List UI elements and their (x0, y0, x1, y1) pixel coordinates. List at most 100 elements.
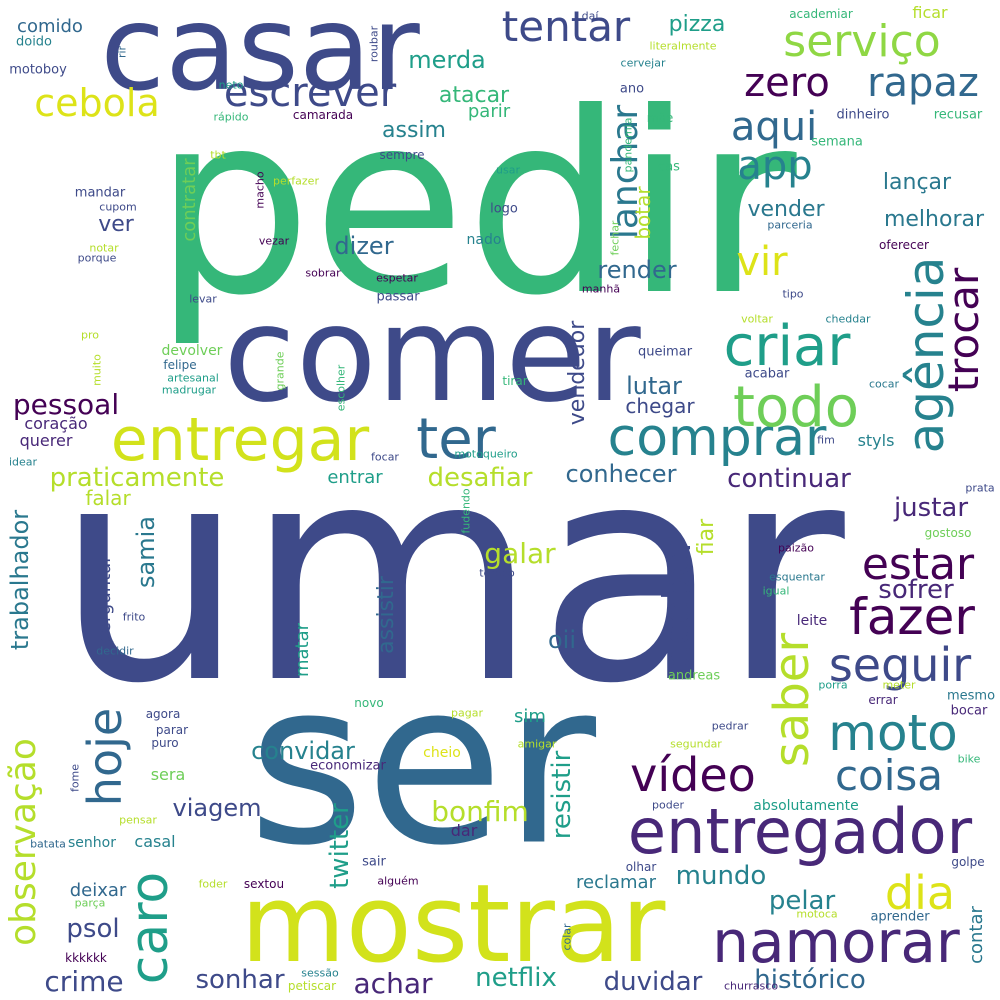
word: academiar (789, 7, 853, 21)
word: bocar (950, 703, 988, 719)
word: sessão (301, 966, 339, 980)
word: economizar (310, 758, 386, 774)
word: umar (55, 400, 845, 749)
word: tempo (479, 566, 515, 580)
word: petiscar (287, 979, 337, 993)
word: melhorar (883, 207, 985, 232)
word: app (737, 143, 813, 189)
word: casal (134, 832, 176, 851)
word: entregar (110, 405, 370, 475)
word: tirar (502, 374, 528, 388)
word: decidir (96, 644, 134, 658)
word: prata (965, 481, 995, 495)
word: segundar (670, 737, 722, 751)
word: sonhar (195, 965, 285, 995)
word: queimar (637, 344, 693, 360)
word: novo (354, 696, 384, 710)
word: madrugar (161, 383, 217, 397)
word: zero (744, 60, 830, 106)
word: motoboy (9, 62, 67, 78)
word: moto (828, 704, 958, 762)
word: escrever (223, 70, 397, 116)
word: aqui (730, 104, 818, 150)
word: dinheiro (836, 107, 890, 123)
word: idear (8, 455, 38, 469)
word: mundo (675, 861, 767, 891)
word: levar (189, 292, 217, 306)
word: sempre (379, 148, 425, 162)
word: caro (120, 871, 180, 985)
word: trocar (939, 267, 988, 393)
word: cheio (423, 745, 461, 761)
word: pedrar (711, 719, 749, 733)
word: falar (85, 486, 131, 510)
word: gostoso (924, 526, 972, 540)
word: absolutamente (753, 798, 859, 814)
word: foder (198, 877, 228, 891)
word: chegar (625, 394, 695, 418)
word: kkkkkk (65, 951, 107, 965)
word: literalmente (649, 39, 717, 53)
word: resistir (547, 750, 577, 840)
word: entregador (627, 795, 973, 868)
word: cervejar (620, 56, 666, 70)
word: pedir (153, 59, 797, 350)
word: psol (66, 914, 120, 944)
word: mãe (646, 111, 674, 125)
word: mesmo (946, 688, 996, 704)
word: semana (811, 134, 863, 150)
word: reclamar (576, 872, 656, 893)
word: alguém (377, 874, 419, 888)
word: parça (74, 896, 106, 910)
word: sair (362, 854, 386, 870)
word: paizão (777, 541, 815, 555)
word: porque (77, 251, 117, 265)
word: fiar (694, 518, 719, 556)
word: doido (15, 34, 53, 50)
word: sofrer (878, 575, 954, 605)
word: poder (652, 798, 684, 812)
word: styls (857, 431, 895, 450)
word: rápido (213, 110, 249, 124)
word: logo (490, 201, 518, 217)
word: samia (132, 516, 160, 588)
word: churrasco (723, 979, 779, 993)
word: fudendo (459, 488, 473, 534)
word: dizer (334, 232, 394, 260)
word: ficar (912, 3, 948, 22)
word: criar (723, 314, 851, 379)
word: cas (658, 159, 680, 175)
word: mandar (74, 185, 126, 201)
word: ser (247, 633, 597, 896)
word: continuar (727, 464, 851, 494)
word: fim (817, 433, 835, 447)
word: comprar (607, 408, 827, 468)
word: mostrar (240, 862, 666, 987)
word: olhar (625, 860, 657, 874)
word: bike (957, 752, 981, 766)
word: muito (90, 354, 104, 386)
word: comer (223, 278, 641, 432)
word: fome (68, 763, 82, 793)
word: focar (371, 450, 399, 464)
word: nado (466, 232, 502, 248)
word: vender (747, 197, 825, 222)
word: vir (736, 239, 788, 285)
word: pensar (119, 813, 157, 827)
word: serviço (783, 16, 941, 67)
word: perguntar (94, 555, 115, 645)
word: botar (631, 186, 655, 240)
word: merda (408, 46, 486, 74)
word: galar (484, 537, 556, 570)
word: tbt (210, 148, 226, 162)
word: comido (17, 16, 83, 37)
word: igual (762, 584, 790, 598)
word: colar (560, 923, 574, 951)
word: trabalhador (6, 509, 34, 651)
word: parceria (767, 218, 813, 232)
word: parar (155, 723, 189, 737)
word: grande (273, 351, 287, 391)
word: ter (416, 407, 496, 472)
word: crime (44, 965, 124, 998)
word: convidar (251, 737, 355, 765)
